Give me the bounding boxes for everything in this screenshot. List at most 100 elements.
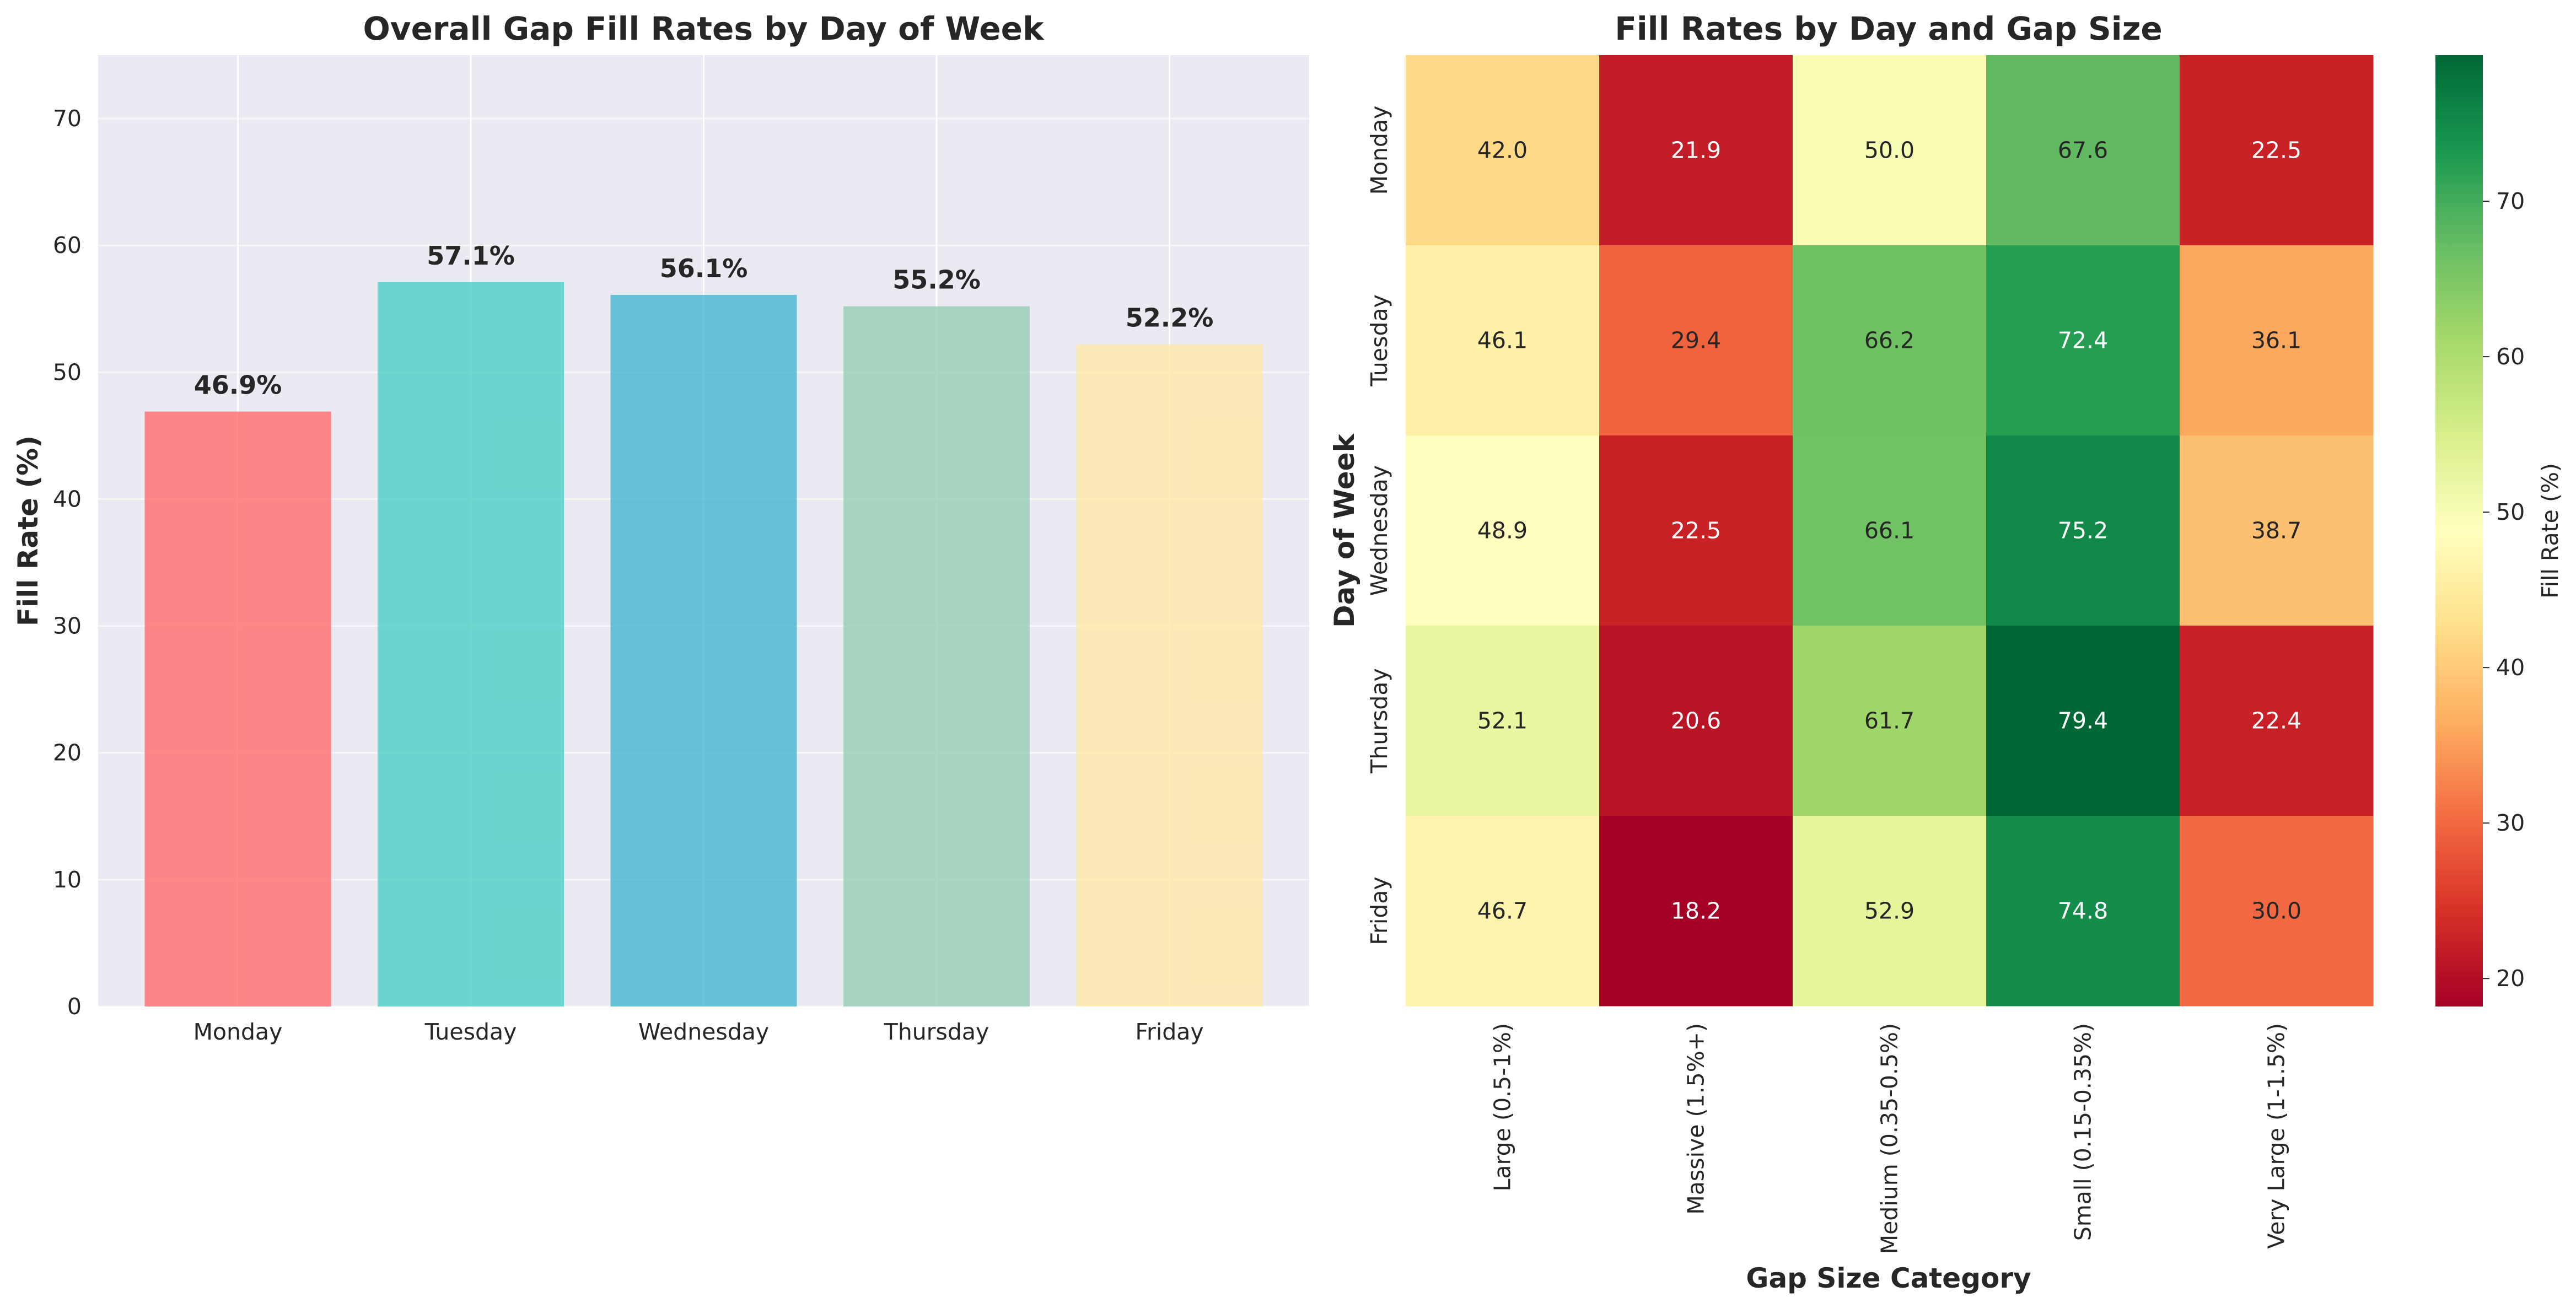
bar-value-label: 46.9% <box>194 370 282 400</box>
heatmap-cell <box>1406 435 1600 626</box>
heatmap-cell <box>2180 55 2374 246</box>
x-tick-label: Monday <box>193 1019 283 1045</box>
bar-friday <box>1076 344 1263 1006</box>
heatmap-cell-value: 18.2 <box>1671 898 1721 924</box>
heatmap-cell <box>1986 435 2180 626</box>
heatmap-cell-value: 66.2 <box>1864 327 1914 354</box>
x-tick-label: Tuesday <box>424 1019 517 1045</box>
heatmap-cell-value: 21.9 <box>1671 137 1721 164</box>
heatmap-cell-value: 20.6 <box>1671 708 1721 734</box>
heatmap-cell <box>1793 626 1987 816</box>
colorbar-tick-label: 60 <box>2496 343 2525 370</box>
colorbar: 20 30 40 50 60 70 Fill Rate (%) <box>2435 55 2563 1006</box>
heatmap-cell <box>1986 245 2180 436</box>
bar-wednesday <box>610 294 797 1006</box>
heatmap-cell-value: 79.4 <box>2058 708 2108 734</box>
heatmap-cell <box>1986 816 2180 1006</box>
heatmap-title: Fill Rates by Day and Gap Size <box>1615 10 2162 47</box>
bar-y-axis-label: Fill Rate (%) <box>12 435 44 626</box>
heatmap-cell-value: 30.0 <box>2251 898 2301 924</box>
heatmap-cell <box>2180 816 2374 1006</box>
heatmap-x-tick-label: Small (0.15-0.35%) <box>2070 1023 2096 1241</box>
heatmap-cell <box>1599 435 1793 626</box>
heatmap-cell-value: 42.0 <box>1477 137 1528 164</box>
heatmap-cell-value: 67.6 <box>2058 137 2108 164</box>
colorbar-label: Fill Rate (%) <box>2537 463 2563 599</box>
y-tick-label: 20 <box>53 740 82 766</box>
heatmap-y-tick-label: Tuesday <box>1366 294 1392 387</box>
x-tick-label: Friday <box>1135 1019 1203 1045</box>
heatmap-cell <box>1793 245 1987 436</box>
heatmap-cell-value: 46.7 <box>1477 898 1528 924</box>
heatmap-cell-value: 75.2 <box>2058 518 2108 544</box>
heatmap-cell <box>1986 626 2180 816</box>
heatmap-chart: Fill Rates by Day and Gap Size 42.0 21.9 5… <box>1329 10 2374 1294</box>
heatmap-cell-value: 48.9 <box>1477 518 1528 544</box>
bar-series <box>144 282 1263 1006</box>
heatmap-y-tick-label: Wednesday <box>1366 465 1392 596</box>
bar-value-label: 56.1% <box>660 254 748 283</box>
y-tick-label: 40 <box>53 486 82 512</box>
colorbar-tick-label: 20 <box>2496 965 2525 992</box>
heatmap-x-ticks: Large (0.5-1%) Massive (1.5%+) Medium (0.3… <box>1489 1023 2290 1254</box>
y-tick-label: 30 <box>53 613 82 639</box>
heatmap-cell <box>1599 55 1793 246</box>
bar-thursday <box>843 306 1030 1006</box>
bar-chart: Overall Gap Fill Rates by Day of Week 0 1… <box>12 10 1309 1045</box>
heatmap-cell <box>2180 245 2374 436</box>
bar-value-label: 57.1% <box>427 241 515 271</box>
bar-x-ticks: Monday Tuesday Wednesday Thursday Friday <box>193 1019 1204 1045</box>
y-tick-label: 0 <box>67 993 82 1020</box>
heatmap-cell <box>2180 626 2374 816</box>
bar-monday <box>144 411 331 1006</box>
heatmap-cell <box>1599 816 1793 1006</box>
heatmap-x-axis-label: Gap Size Category <box>1746 1262 2031 1294</box>
heatmap-cell <box>1406 626 1600 816</box>
heatmap-cell <box>1793 816 1987 1006</box>
heatmap-cell <box>2180 435 2374 626</box>
heatmap-cell-value: 72.4 <box>2058 327 2108 354</box>
heatmap-x-tick-label: Massive (1.5%+) <box>1683 1023 1709 1215</box>
heatmap-cell-value: 52.1 <box>1477 708 1528 734</box>
heatmap-cell <box>1986 55 2180 246</box>
y-tick-label: 50 <box>53 359 82 385</box>
heatmap-cells <box>1406 55 2374 1006</box>
heatmap-cell <box>1599 245 1793 436</box>
heatmap-y-tick-label: Thursday <box>1366 668 1392 774</box>
colorbar-gradient <box>2435 55 2483 1006</box>
heatmap-x-tick-label: Very Large (1-1.5%) <box>2263 1023 2290 1249</box>
colorbar-tick-label: 70 <box>2496 188 2525 214</box>
heatmap-cell <box>1406 55 1600 246</box>
x-tick-label: Thursday <box>884 1019 989 1045</box>
heatmap-cell-value: 29.4 <box>1671 327 1721 354</box>
colorbar-tick-label: 40 <box>2496 654 2525 681</box>
heatmap-cell-value: 74.8 <box>2058 898 2108 924</box>
heatmap-cell <box>1406 816 1600 1006</box>
y-tick-label: 60 <box>53 232 82 259</box>
heatmap-cell-value: 52.9 <box>1864 898 1914 924</box>
heatmap-x-tick-label: Medium (0.35-0.5%) <box>1876 1023 1903 1254</box>
heatmap-y-axis-label: Day of Week <box>1329 433 1360 627</box>
bar-chart-title: Overall Gap Fill Rates by Day of Week <box>363 10 1045 47</box>
colorbar-tick-label: 30 <box>2496 810 2525 836</box>
heatmap-annotations: 42.0 21.9 50.0 67.6 22.5 46.1 29.4 66.2 72.4 36.1… <box>1477 137 2301 924</box>
bar-tuesday <box>378 282 564 1006</box>
heatmap-cell-value: 36.1 <box>2251 327 2301 354</box>
bar-value-labels: 46.9% 57.1% 56.1% 55.2% 52.2% <box>194 241 1214 400</box>
heatmap-cell-value: 46.1 <box>1477 327 1528 354</box>
heatmap-cell <box>1793 435 1987 626</box>
heatmap-cell <box>1406 245 1600 436</box>
bar-value-label: 52.2% <box>1126 303 1214 333</box>
heatmap-x-tick-label: Large (0.5-1%) <box>1489 1023 1516 1191</box>
heatmap-cell-value: 22.5 <box>1671 518 1721 544</box>
heatmap-cell <box>1599 626 1793 816</box>
heatmap-cell-value: 66.1 <box>1864 518 1914 544</box>
heatmap-cell-value: 61.7 <box>1864 708 1914 734</box>
x-tick-label: Wednesday <box>638 1019 769 1045</box>
colorbar-tick-label: 50 <box>2496 499 2525 525</box>
bar-value-label: 55.2% <box>892 265 981 295</box>
heatmap-cell <box>1793 55 1987 246</box>
colorbar-ticks: 20 30 40 50 60 70 <box>2483 188 2525 992</box>
y-tick-label: 10 <box>53 866 82 893</box>
